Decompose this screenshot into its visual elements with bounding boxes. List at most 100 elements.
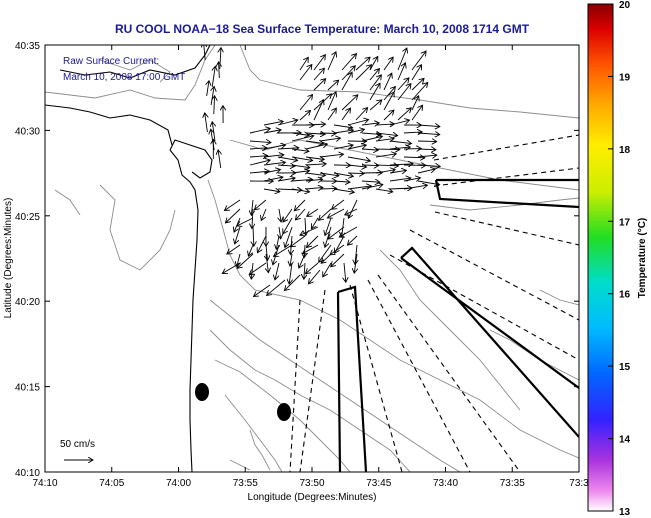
current-vector-arrow <box>305 144 327 150</box>
map-panel: Raw Surface Current: March 10, 2008 17:0… <box>45 45 579 472</box>
current-vector-arrow <box>249 141 271 143</box>
current-vector-arrow <box>375 170 395 173</box>
current-vector-arrow <box>263 121 283 126</box>
current-vector-arrow <box>266 253 268 273</box>
current-vector-arrow <box>403 178 420 181</box>
current-vector-arrow <box>397 108 411 121</box>
current-vector-arrow <box>397 78 409 91</box>
current-vector-arrow <box>305 262 319 274</box>
current-vector-arrow <box>354 253 357 273</box>
y-tick-label: 40:10 <box>15 468 40 479</box>
colorbar: 20 19 18 17 16 15 14 13 Temperature (°C) <box>587 0 648 518</box>
current-vector-arrow <box>289 262 292 284</box>
current-vector-arrow <box>411 105 423 121</box>
current-vector-arrow <box>333 189 354 192</box>
current-vector-arrow <box>291 171 309 173</box>
y-tick-label: 40:25 <box>15 212 40 223</box>
colorbar-tick-label: 14 <box>619 435 631 446</box>
current-vector-arrow <box>333 130 353 133</box>
current-vector-arrow <box>383 92 394 111</box>
current-vector-arrow <box>291 133 309 135</box>
current-vector-arrow <box>299 95 313 111</box>
current-vector-arrow <box>308 269 321 284</box>
current-vector-arrow <box>305 141 324 143</box>
current-vector-arrow <box>369 100 382 111</box>
current-vector-arrow <box>254 284 271 296</box>
colorbar-gradient <box>587 3 614 512</box>
current-vector-arrow <box>249 262 267 275</box>
current-vector-arrow <box>375 189 393 192</box>
current-vector-arrow <box>347 156 370 161</box>
current-vector-arrow <box>261 208 267 220</box>
bathymetry-contours <box>45 45 579 472</box>
current-vector-arrow <box>319 173 339 176</box>
current-vector-arrow <box>347 165 367 167</box>
current-vector-arrow <box>257 235 267 253</box>
current-vector-arrow <box>327 80 339 91</box>
y-tick-label: 40:20 <box>15 297 40 308</box>
current-vector-arrow <box>299 65 312 81</box>
current-vector-arrow <box>248 244 254 256</box>
current-vector-arrow <box>389 120 410 126</box>
current-vector-arrow <box>417 149 436 150</box>
radar-site-marker <box>277 403 291 421</box>
x-axis-ticks: 74:10 74:05 74:00 73:55 73:50 73:45 73:40 73:35… <box>32 45 589 489</box>
current-vector-arrow <box>344 262 346 282</box>
current-vector-arrow <box>319 154 344 157</box>
current-vector-arrow <box>347 235 358 245</box>
current-vector-arrow <box>355 108 368 121</box>
current-vector-arrow <box>305 179 323 181</box>
current-vector-arrow <box>277 178 295 181</box>
current-vector-arrow <box>341 108 350 121</box>
current-vector-arrow <box>291 149 309 151</box>
current-vector-arrow <box>333 125 353 128</box>
current-vector-arrow <box>369 75 381 91</box>
x-tick-label: 73:40 <box>433 478 458 489</box>
current-vector-arrow <box>263 130 281 133</box>
current-vector-arrow <box>361 136 382 142</box>
current-vector-arrow <box>291 156 313 161</box>
current-vector-arrow <box>295 208 306 220</box>
current-vector-arrow <box>332 199 345 209</box>
y-tick-label: 40:15 <box>15 383 40 394</box>
current-vector-arrow <box>375 139 394 141</box>
current-vector-arrow <box>291 136 314 142</box>
current-vector-arrow <box>299 110 310 121</box>
current-vector-arrow <box>417 165 440 166</box>
current-vector-arrow <box>375 165 399 166</box>
colorbar-tick-label: 16 <box>619 290 631 301</box>
current-vector-arrow <box>369 69 379 81</box>
current-vector-arrow <box>383 57 393 71</box>
current-vector-arrow <box>375 133 398 136</box>
current-vector-arrow <box>313 68 324 81</box>
current-vector-arrow <box>397 63 405 81</box>
figure-title: RU COOL NOAA−18 Sea Surface Temperature:… <box>115 22 530 36</box>
current-vector-arrow <box>299 57 308 71</box>
coastline <box>45 45 213 472</box>
current-vector-arrow <box>290 235 306 247</box>
current-vector-arrow <box>411 65 422 81</box>
current-vector-arrow <box>249 128 270 134</box>
current-vector-arrow <box>249 156 268 157</box>
surface-current-vectors <box>204 45 441 296</box>
current-vector-arrow <box>375 154 396 157</box>
x-axis-label: Longitude (Degrees:Minutes) <box>248 492 377 503</box>
current-vector-arrow <box>333 172 353 176</box>
current-vector-arrow <box>275 262 280 280</box>
colorbar-tick-label: 15 <box>619 362 631 373</box>
current-vector-arrow <box>224 199 241 210</box>
current-vector-arrow <box>361 123 379 125</box>
current-vector-arrow <box>403 132 422 133</box>
current-vector-arrow <box>411 51 426 71</box>
current-vector-arrow <box>219 62 220 79</box>
radar-beam-wedges <box>336 178 579 472</box>
current-vector-arrow <box>375 149 400 150</box>
radar-site-marker <box>195 383 209 401</box>
x-tick-label: 73:55 <box>233 478 258 489</box>
current-vector-arrow <box>291 179 313 181</box>
y-axis-label: Latitude (Degrees:Minutes) <box>3 198 14 319</box>
current-vector-arrow <box>263 162 285 165</box>
current-vector-arrow <box>277 148 299 149</box>
x-tick-label: 73:35 <box>500 478 525 489</box>
current-vector-arrow <box>389 178 411 181</box>
